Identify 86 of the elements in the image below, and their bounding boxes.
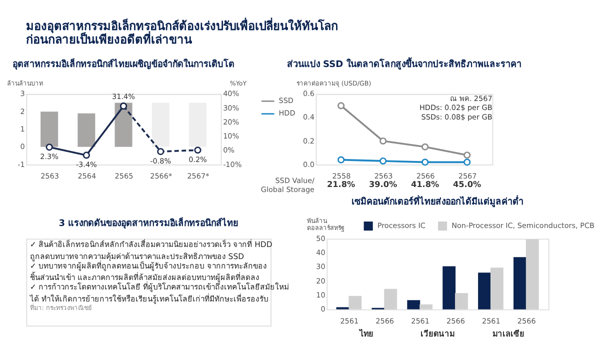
data-label: -3.4% <box>76 160 98 169</box>
y2-tick-label: 0% <box>223 146 235 155</box>
bar <box>152 102 170 147</box>
bar <box>455 293 468 310</box>
text: ไทย <box>358 328 374 338</box>
legend-label: HDD <box>278 108 296 118</box>
y2-tick-label: 30% <box>223 103 240 112</box>
point <box>464 158 471 166</box>
x-tick-label: 2561 <box>340 316 359 326</box>
text: เวียดนาม <box>420 328 455 338</box>
bar <box>348 296 362 310</box>
y-tick-label: 40 <box>316 248 326 258</box>
text: 39.0% <box>368 179 398 190</box>
point <box>82 152 90 159</box>
x-tick-label: 2566 <box>446 316 466 326</box>
bar <box>514 257 526 310</box>
x-tick-label: 2558 <box>332 172 352 181</box>
x-tick-label: 2567 <box>458 172 477 181</box>
y-tick-label: 1 <box>20 124 25 134</box>
bar <box>114 102 132 147</box>
chart-title: เซมิคอนดักเตอร์ที่ไทยส่งออกได้มีแต่มูลค่าต่ำ <box>352 194 524 208</box>
point <box>338 156 345 164</box>
x-tick-label: 2566 <box>416 172 436 181</box>
data-label: 31.4% <box>112 92 136 101</box>
bar <box>407 300 420 310</box>
y-tick-label: 0 <box>320 304 326 314</box>
text: 45.0% <box>452 179 482 190</box>
bar <box>478 272 491 310</box>
y-tick-label: 0.4 <box>302 112 315 122</box>
y-tick-label: 3 <box>20 89 26 98</box>
y-tick-label: 2 <box>20 106 25 116</box>
x-tick-label: 2561 <box>411 316 430 326</box>
y2-tick-label: 40% <box>223 89 240 98</box>
annotation: ณ พค. 2567 HDDs: 0.02$ per GB SSDs: 0.08$ per GB <box>419 94 492 122</box>
x-tick-label: 2564 <box>78 172 96 181</box>
text: 21.8% <box>326 179 356 190</box>
legend-label: Non-Processor IC, Semiconductors, PCB <box>452 220 595 230</box>
y2-tick-label: 10% <box>223 132 240 141</box>
y-tick-label: 0.0 <box>302 160 315 169</box>
chart-title: อุตสาหกรรมอิเล็กทรอนิกส์ไทยเผชิญข้อจำกัดในการเติบโต <box>12 56 235 70</box>
text: มาเลเซีย <box>492 328 524 338</box>
x-axis-title: SSD Value/ Global Storage <box>260 176 316 194</box>
x-tick-label: 2565 <box>114 172 134 181</box>
bar <box>78 113 96 147</box>
y-tick-label: 20 <box>316 276 326 286</box>
text: 41.8% <box>410 179 440 190</box>
point <box>380 157 387 165</box>
point <box>422 158 429 166</box>
x-tick-label: 2563 <box>374 172 394 181</box>
point <box>422 143 429 150</box>
data-label: 2.3% <box>40 152 59 161</box>
point <box>380 137 387 145</box>
y-tick-label: 0.6 <box>302 89 315 98</box>
bar <box>188 102 206 147</box>
y-tick-label: -1 <box>18 160 25 169</box>
bar <box>420 304 433 310</box>
y-tick-label: 50 <box>316 234 326 243</box>
x-tick-label: 2563 <box>40 172 60 181</box>
bar <box>490 268 504 310</box>
y-tick-label: 10 <box>316 290 326 300</box>
data-label: 0.2% <box>188 154 208 164</box>
y-tick-label: 0.2 <box>302 136 314 146</box>
x-tick-label: 2566* <box>150 172 172 181</box>
point <box>194 146 202 154</box>
y-tick-label: 30 <box>316 262 326 272</box>
x-tick-label: 2567* <box>187 172 210 181</box>
text: มองอุตสาหกรรมอิเล็กทรอนิกส์ต้องเร่งปรับเพื่อเปลี่ยนให้ทันโลก ก่อนกลายเป็นเพียงอดีตที่เล่าขาน <box>26 17 338 47</box>
y2-tick-label: 20% <box>223 117 240 126</box>
x-tick-label: 2561 <box>482 316 500 326</box>
point <box>464 152 471 159</box>
y2-tick-label: -10% <box>223 160 242 169</box>
point <box>46 144 53 151</box>
point <box>157 148 164 156</box>
legend-label: Processors IC <box>377 220 426 230</box>
point <box>338 102 345 110</box>
x-tick-label: 2566 <box>376 316 394 326</box>
data-label: -0.8% <box>150 156 172 166</box>
bar <box>40 112 58 147</box>
text: 3 แรงกดดันของอุตสาหกรรมอิเล็กทรอนิกส์ไทย <box>58 216 238 230</box>
bar <box>384 288 398 310</box>
bar <box>526 239 539 310</box>
bar <box>442 266 456 310</box>
legend-label: SSD <box>278 96 294 105</box>
y-tick-label: 0 <box>20 142 26 152</box>
x-tick-label: 2566 <box>517 316 536 326</box>
chart-title: ส่วนแบ่ง SSD ในตลาดโลกสูงขึ้นจากประสิทธิภาพและราคา <box>286 56 522 70</box>
